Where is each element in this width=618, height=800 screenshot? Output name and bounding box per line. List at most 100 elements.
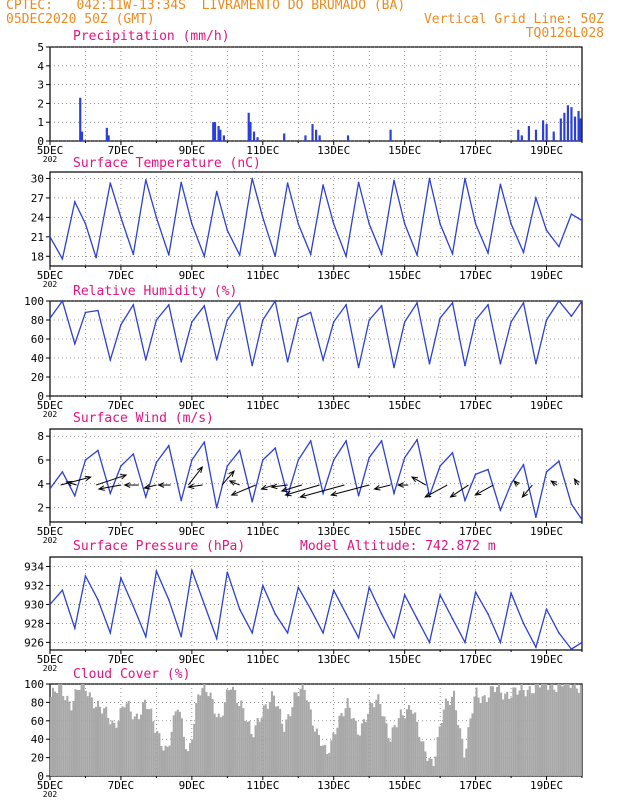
temp-point	[309, 253, 312, 256]
rh-point	[297, 317, 300, 319]
cloud-column	[182, 736, 185, 776]
cloud-column	[418, 737, 421, 776]
temp-point	[215, 190, 218, 193]
cloud-column	[156, 731, 159, 776]
cloud-column	[393, 725, 396, 776]
wind-point	[297, 459, 300, 461]
cloud-column	[538, 687, 542, 776]
pres-point	[61, 589, 64, 592]
cloud-column	[508, 698, 511, 776]
cloud-column	[121, 706, 124, 776]
wind-arrow-head	[410, 476, 418, 483]
wind-arrow	[424, 484, 448, 498]
cloud-ytick-label: 0	[37, 770, 44, 783]
cloud-column	[74, 689, 77, 776]
cloud-column	[217, 713, 220, 776]
pres-point	[570, 648, 573, 650]
rh-point	[439, 317, 441, 319]
pres-ytick-label: 930	[24, 598, 44, 611]
cloud-column	[360, 723, 363, 776]
cloud-column	[336, 727, 339, 776]
rh-point	[416, 302, 418, 304]
cloud-column	[342, 716, 345, 776]
temp-point	[297, 223, 300, 225]
wind-point	[274, 447, 277, 449]
pres-xtick-label: 9DEC	[179, 653, 206, 666]
wind-title: Surface Wind (m/s)	[73, 411, 214, 426]
temp-ytick-label: 21	[31, 231, 44, 244]
cloud-column	[164, 745, 167, 776]
pres-point	[215, 637, 218, 640]
wind-arrow-head	[396, 482, 404, 488]
wind-point	[74, 494, 76, 497]
precip-title: Precipitation (mm/h)	[73, 29, 230, 44]
rh-ytick-label: 0	[37, 390, 44, 403]
cloud-column	[254, 725, 257, 776]
rh-point	[97, 309, 99, 312]
cloud-column	[264, 704, 267, 776]
wind-arrow-head	[65, 480, 73, 487]
temp-point	[380, 253, 383, 256]
precip-bar	[107, 135, 110, 141]
temp-point	[403, 223, 406, 225]
pres-point	[155, 570, 158, 573]
cloud-column	[551, 684, 554, 776]
temp-point	[61, 258, 64, 260]
cloud-column	[144, 699, 147, 776]
rh-point	[545, 319, 548, 321]
precip-bar	[570, 107, 573, 141]
cloud-column	[223, 702, 226, 776]
cloud-column	[356, 734, 359, 776]
cloud-column	[371, 703, 374, 776]
cloud-ytick-label: 20	[31, 752, 44, 765]
rh-point	[380, 304, 383, 307]
cloud-column	[559, 684, 562, 776]
cloud-column	[287, 714, 290, 776]
rh-point	[215, 359, 218, 361]
temp-xtick-label: 7DEC	[108, 269, 135, 282]
rh-point	[155, 319, 158, 321]
pres-ytick-label: 928	[24, 617, 44, 630]
wind-arrow-head	[449, 491, 457, 498]
precip-bar	[219, 129, 222, 141]
cloud-column	[516, 694, 519, 776]
cloud-column	[420, 741, 423, 776]
cloud-column	[266, 708, 269, 776]
cloud-column	[362, 719, 366, 776]
precip-bar	[105, 127, 108, 141]
wind-arrow-head	[521, 491, 528, 499]
cloud-column	[495, 686, 499, 776]
cloud-column	[172, 715, 175, 776]
pres-point	[428, 641, 431, 644]
pres-point	[109, 632, 112, 634]
pres-point	[345, 613, 347, 615]
cloud-column	[500, 692, 503, 776]
precip-bar	[559, 118, 562, 141]
wind-point	[439, 465, 441, 467]
cloud-column	[348, 707, 351, 776]
wind-ytick-label: 8	[37, 430, 44, 443]
cloud-column	[133, 716, 136, 776]
precip-ytick-label: 4	[37, 60, 44, 73]
cloud-column	[246, 721, 249, 776]
cloud-column	[453, 690, 456, 776]
cloud-column	[330, 740, 333, 776]
rh-ytick-label: 40	[31, 352, 44, 365]
temp-xtick-label: 9DEC	[179, 269, 206, 282]
wind-point	[357, 494, 360, 497]
cloud-column	[137, 719, 140, 776]
rh-point	[262, 319, 264, 321]
cloud-column	[148, 709, 151, 776]
cloud-column	[129, 711, 132, 776]
pres-point	[545, 608, 548, 610]
rh-point	[286, 361, 289, 363]
temp-point	[474, 223, 477, 225]
wind-point	[345, 440, 347, 442]
rh-xtick-label: 19DEC	[530, 399, 563, 412]
wind-arrow	[229, 480, 240, 486]
rh-point	[368, 319, 371, 321]
cloud-column	[60, 684, 63, 776]
cloud-column	[51, 687, 55, 776]
wind-point	[168, 444, 170, 447]
wind-point	[97, 449, 99, 452]
